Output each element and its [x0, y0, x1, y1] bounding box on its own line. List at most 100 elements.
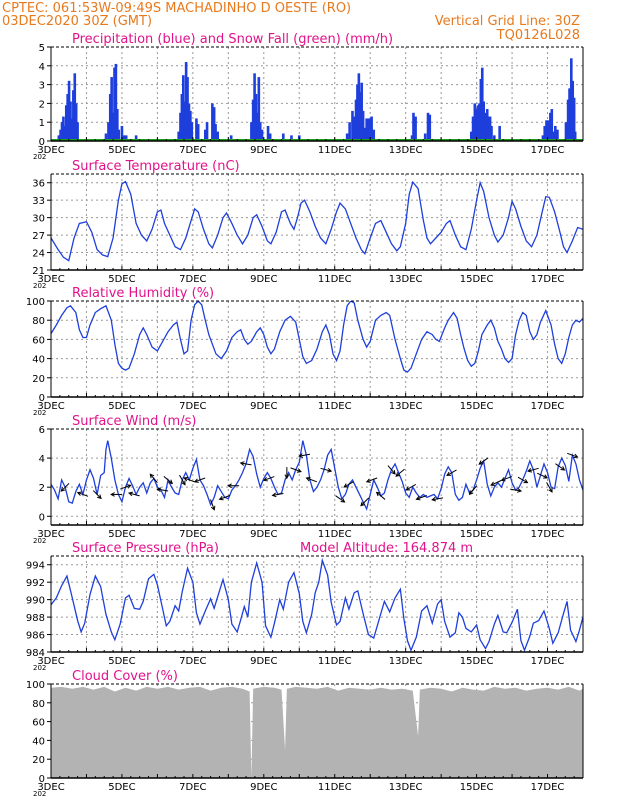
precip-bar: [541, 135, 545, 141]
x-tick-label: 9DEC: [250, 145, 277, 156]
y-tick-label: 36: [32, 179, 45, 190]
y-tick-label: 20: [32, 755, 45, 766]
wind-arrow: [546, 482, 553, 493]
precip-bar: [190, 122, 194, 141]
x-tick-label: 15DEC: [460, 145, 494, 156]
pressure-line: [51, 557, 583, 652]
x-tick-label: 3DEC: [37, 401, 64, 412]
x-tick-label: 15DEC: [460, 274, 494, 285]
precip-bar: [257, 77, 261, 141]
wind-arrow: [478, 457, 489, 465]
y-tick-label: 100: [26, 297, 45, 308]
wind-arrow: [500, 476, 513, 482]
x-tick-label: 15DEC: [460, 782, 494, 793]
precip-bar: [573, 131, 577, 141]
wind-arrow: [537, 472, 549, 479]
precip-bar: [67, 80, 71, 141]
precip-bar: [76, 122, 79, 141]
wind-arrow: [76, 491, 89, 497]
humidity-panel: 0 20 40 60 80 100 3DEC 5DEC 7DEC 9DEC 11DEC 13DEC 15…: [26, 286, 584, 417]
precip-bar: [569, 58, 573, 141]
precip-bar: [490, 125, 493, 141]
wind-arrow: [120, 484, 132, 490]
pressure-annotation: Model Altitude: 164.874 m: [300, 541, 473, 556]
precip-bar: [410, 135, 414, 141]
x-tick-label: 7DEC: [179, 529, 206, 540]
wind-arrow: [156, 487, 169, 493]
wind-arrow: [60, 482, 70, 492]
precip-bar: [108, 94, 112, 141]
y-tick-label: 6: [39, 425, 45, 436]
x-tick-label: 9DEC: [250, 782, 277, 793]
precip-bar: [469, 131, 473, 141]
precip-bar: [177, 131, 180, 141]
precip-bar: [66, 94, 69, 141]
precip-bar: [60, 122, 64, 141]
precip-bar: [110, 77, 113, 141]
y-tick-label: 994: [26, 561, 45, 572]
x-tick-label: 15DEC: [460, 529, 494, 540]
x-tick-label: 17DEC: [531, 145, 565, 156]
wind-arrow: [468, 485, 477, 496]
precip-bar: [568, 88, 571, 141]
temperature-series: [51, 180, 583, 262]
wind-arrow: [305, 476, 318, 483]
precip-bar: [360, 82, 363, 141]
x-tick-label: 5DEC: [108, 145, 135, 156]
precip-bar: [363, 127, 366, 141]
precip-bar: [117, 129, 121, 141]
precip-bar: [358, 92, 362, 141]
precip-bar: [556, 129, 559, 141]
precip-bar: [476, 105, 480, 141]
precip-bar: [189, 110, 192, 141]
x-tick-label: 9DEC: [250, 656, 277, 667]
x-tick-label: 13DEC: [389, 401, 423, 412]
precip-bar: [543, 125, 546, 141]
y-tick-label: 0: [39, 512, 45, 523]
wind-arrow: [149, 473, 158, 483]
header-model-id: TQ0126L028: [496, 28, 580, 43]
precip-bar: [571, 80, 575, 141]
y-tick-label: 21: [32, 266, 45, 277]
precip-bar: [195, 118, 198, 141]
wind-arrow: [262, 476, 275, 482]
precip-bar: [356, 84, 359, 141]
x-tick-label: 13DEC: [389, 529, 423, 540]
precip-bar: [370, 116, 373, 141]
y-tick-label: 986: [26, 631, 45, 642]
wind-arrow: [343, 481, 354, 488]
precip-bar: [361, 110, 365, 141]
x-tick-label: 3DEC: [37, 145, 64, 156]
x-tick-label: 13DEC: [389, 145, 423, 156]
wind-title: Surface Wind (m/s): [72, 414, 196, 429]
x-tick-label: 9DEC: [250, 529, 277, 540]
wind-arrow: [405, 483, 416, 491]
precip-bar: [62, 116, 65, 141]
y-tick-label: 60: [32, 335, 45, 346]
header-run-date: 03DEC2020 30Z (GMT): [2, 14, 152, 29]
x-tick-label: 5DEC: [108, 782, 135, 793]
precip-bar: [70, 118, 74, 141]
cloud-panel: 0 20 40 60 80 100 3DEC 5DEC 7DEC 9DEC 11DEC 13DEC 15…: [26, 669, 584, 798]
y-tick-label: 20: [32, 374, 45, 385]
wind-arrow: [375, 491, 386, 500]
precip-bar: [258, 122, 262, 141]
x-tick-label: 17DEC: [531, 529, 565, 540]
precip-bar: [74, 103, 78, 141]
x-tick-label: 7DEC: [179, 656, 206, 667]
precip-bar: [475, 109, 478, 141]
x-tick-label: 7DEC: [179, 782, 206, 793]
x-tick-label: 3DEC: [37, 782, 64, 793]
precip-bar: [423, 133, 427, 141]
precip-bar: [181, 75, 185, 141]
precip-bar: [545, 120, 548, 141]
precip-bar: [549, 112, 552, 141]
precip-bar: [59, 129, 62, 141]
wind-arrow: [567, 452, 579, 459]
wind-arrow: [527, 467, 539, 473]
precip-bar: [479, 78, 483, 141]
precip-bar: [484, 112, 487, 141]
temperature-grid: [51, 174, 583, 271]
precip-bar: [488, 116, 492, 141]
precip-bar: [212, 107, 216, 141]
